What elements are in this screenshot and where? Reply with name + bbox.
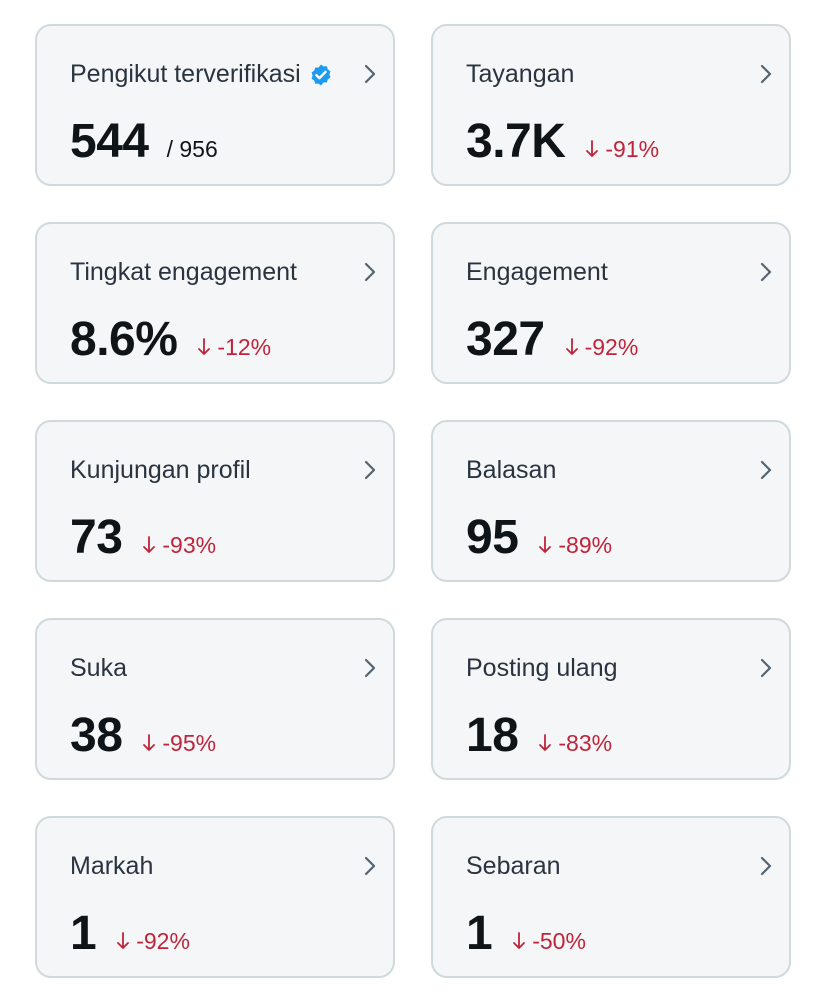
card-replies[interactable]: Balasan 95 -89% (431, 420, 791, 582)
card-change: -93% (142, 532, 216, 559)
card-value-row: 1 -50% (466, 906, 586, 961)
chevron-right-icon (364, 856, 376, 876)
card-change-value: -50% (532, 928, 586, 954)
card-change-value: -91% (605, 136, 660, 162)
card-value: 95 (466, 511, 519, 564)
card-change: -50% (512, 928, 586, 955)
card-reposts[interactable]: Posting ulang 18 -83% (431, 618, 791, 780)
card-value-row: 1 -92% (70, 906, 190, 961)
card-shares[interactable]: Sebaran 1 -50% (431, 816, 791, 978)
card-total: / 956 (166, 136, 218, 162)
card-label-wrap: Pengikut terverifikasi (70, 60, 333, 89)
card-change-value: -83% (558, 730, 613, 756)
card-value-row: 544 / 956 (70, 114, 218, 169)
card-change: -92% (116, 928, 190, 955)
card-label: Markah (70, 852, 154, 880)
card-value-row: 95 -89% (466, 510, 612, 565)
chevron-right-icon (364, 460, 376, 480)
card-bookmarks[interactable]: Markah 1 -92% (35, 816, 395, 978)
chevron-right-icon (760, 262, 772, 282)
card-change-value: -93% (162, 532, 217, 558)
card-value-row: 73 -93% (70, 510, 216, 565)
arrow-down-icon (539, 734, 552, 751)
arrow-down-icon (117, 932, 130, 949)
chevron-right-icon (760, 658, 772, 678)
card-value: 8.6% (70, 313, 178, 366)
card-change: -89% (538, 532, 612, 559)
card-value: 73 (70, 511, 123, 564)
card-value: 3.7K (466, 115, 566, 168)
card-change: -12% (197, 334, 271, 361)
card-change-value: -89% (558, 532, 613, 558)
chevron-right-icon (760, 460, 772, 480)
card-label: Engagement (466, 258, 608, 286)
card-label: Suka (70, 654, 127, 682)
card-label: Kunjungan profil (70, 456, 251, 484)
card-value: 1 (70, 907, 97, 960)
card-engagement-rate[interactable]: Tingkat engagement 8.6% -12% (35, 222, 395, 384)
card-change: -92% (565, 334, 639, 361)
card-label: Balasan (466, 456, 557, 484)
card-label: Sebaran (466, 852, 561, 880)
card-label: Posting ulang (466, 654, 618, 682)
card-change: -83% (538, 730, 612, 757)
arrow-down-icon (539, 536, 552, 553)
card-value: 1 (466, 907, 493, 960)
card-value: 544 (70, 115, 149, 168)
card-value-row: 38 -95% (70, 708, 216, 763)
card-value-row: 327 -92% (466, 312, 638, 367)
card-change-value: -92% (584, 334, 639, 360)
card-verified-followers[interactable]: Pengikut terverifikasi 544 / 956 (35, 24, 395, 186)
chevron-right-icon (364, 64, 376, 84)
card-change-value: -95% (162, 730, 217, 756)
card-impressions[interactable]: Tayangan 3.7K -91% (431, 24, 791, 186)
card-change-value: -12% (217, 334, 272, 360)
card-value: 327 (466, 313, 545, 366)
arrow-down-icon (565, 338, 578, 355)
arrow-down-icon (586, 140, 599, 157)
card-value-row: 18 -83% (466, 708, 612, 763)
chevron-right-icon (364, 262, 376, 282)
arrow-down-icon (143, 734, 156, 751)
card-value-row: 8.6% -12% (70, 312, 271, 367)
arrow-down-icon (198, 338, 211, 355)
card-label: Tingkat engagement (70, 258, 298, 286)
card-change: -95% (142, 730, 216, 757)
chevron-right-icon (364, 658, 376, 678)
verified-badge-icon (311, 64, 331, 85)
card-likes[interactable]: Suka 38 -95% (35, 618, 395, 780)
card-change-value: -92% (136, 928, 190, 954)
card-engagement[interactable]: Engagement 327 -92% (431, 222, 791, 384)
chevron-right-icon (760, 64, 772, 84)
arrow-down-icon (513, 932, 526, 949)
card-profile-visits[interactable]: Kunjungan profil 73 -93% (35, 420, 395, 582)
card-label: Pengikut terverifikasi (70, 60, 301, 88)
card-label: Tayangan (466, 60, 575, 88)
chevron-right-icon (760, 856, 772, 876)
card-value: 38 (70, 709, 123, 762)
card-value: 18 (466, 709, 519, 762)
card-change: -91% (585, 136, 659, 163)
card-value-row: 3.7K -91% (466, 114, 659, 169)
arrow-down-icon (143, 536, 156, 553)
